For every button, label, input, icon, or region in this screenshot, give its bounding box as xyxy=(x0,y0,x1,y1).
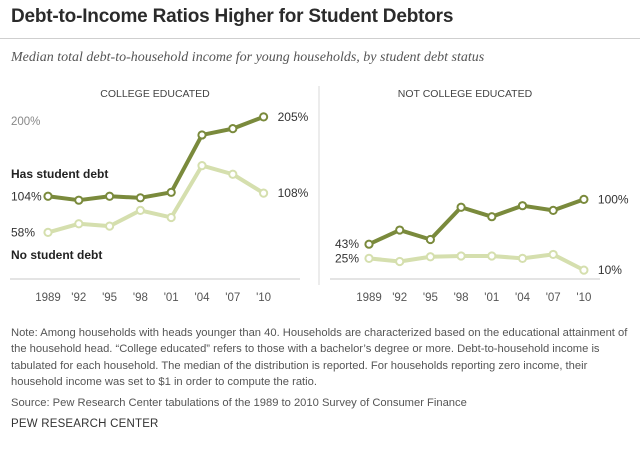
no-student-debt-point xyxy=(228,169,238,179)
no-student-debt-point xyxy=(487,251,497,261)
no-student-debt-point xyxy=(135,205,145,216)
has-student-debt-point xyxy=(43,191,53,201)
no-student-debt-label: No student debt xyxy=(11,248,102,262)
no-student-debt-point xyxy=(197,161,207,171)
has-student-debt-start-label: 43% xyxy=(335,237,359,251)
no-student-debt-start-label: 58% xyxy=(11,225,35,239)
has-student-debt-point xyxy=(456,202,466,212)
has-student-debt-point xyxy=(228,124,238,134)
x-tick-label: '98 xyxy=(454,292,469,304)
has-student-debt-point xyxy=(517,201,528,211)
panel-title: NOT COLLEGE EDUCATED xyxy=(398,88,533,100)
no-student-debt-point xyxy=(105,221,115,231)
has-student-debt-point xyxy=(74,195,84,205)
no-student-debt-start-label: 25% xyxy=(335,251,359,265)
chart-source: Source: Pew Research Center tabulations … xyxy=(11,397,467,409)
has-student-debt-point xyxy=(487,212,497,222)
no-student-debt-point xyxy=(74,219,84,229)
x-tick-label: '01 xyxy=(164,292,179,304)
x-tick-label: '10 xyxy=(576,292,591,304)
has-student-debt-point xyxy=(364,239,374,249)
x-tick-label: '04 xyxy=(195,292,211,304)
x-tick-label: 1989 xyxy=(356,292,382,304)
has-student-debt-point xyxy=(395,225,405,235)
no-student-debt-point xyxy=(395,256,405,267)
has-student-debt-point xyxy=(425,234,435,245)
x-tick-label: '98 xyxy=(133,292,148,304)
x-tick-label: '07 xyxy=(546,292,561,304)
has-student-debt-point xyxy=(259,112,269,122)
y-tick-label: 200% xyxy=(11,116,40,128)
has-student-debt-line xyxy=(367,197,586,247)
x-tick-label: '10 xyxy=(256,292,271,304)
has-student-debt-point xyxy=(579,194,589,204)
chart-subtitle: Median total debt-to-household income fo… xyxy=(11,50,485,65)
no-student-debt-point xyxy=(364,253,374,263)
x-tick-label: '01 xyxy=(484,292,499,304)
has-student-debt-point xyxy=(135,193,145,203)
has-student-debt-point xyxy=(105,191,115,201)
no-student-debt-point xyxy=(43,227,53,238)
has-student-debt-start-label: 104% xyxy=(11,189,42,203)
no-student-debt-point xyxy=(456,251,466,261)
x-tick-label: '95 xyxy=(423,292,438,304)
no-student-debt-point xyxy=(166,212,176,223)
has-student-debt-point xyxy=(548,205,558,216)
brand-name: PEW RESEARCH CENTER xyxy=(11,418,159,430)
chart-title: Debt-to-Income Ratios Higher for Student… xyxy=(11,6,454,27)
no-student-debt-point xyxy=(425,252,435,262)
has-student-debt-label: Has student debt xyxy=(11,167,108,181)
title-divider xyxy=(0,38,640,39)
has-student-debt-point xyxy=(166,187,176,197)
no-student-debt-end-label: 10% xyxy=(598,263,622,277)
x-tick-label: '07 xyxy=(225,292,240,304)
x-tick-label: '92 xyxy=(71,292,86,304)
no-student-debt-point xyxy=(259,188,269,198)
x-tick-label: '95 xyxy=(102,292,117,304)
x-tick-label: '92 xyxy=(392,292,407,304)
chart-area: COLLEGE EDUCATED 1989 '92 '95 '98 '01 '04 '07 '1… xyxy=(10,86,629,304)
no-student-debt-line xyxy=(367,252,586,273)
has-student-debt-line xyxy=(46,114,266,203)
no-student-debt-end-label: 108% xyxy=(278,186,309,200)
has-student-debt-end-label: 100% xyxy=(598,192,629,206)
no-student-debt-line xyxy=(46,163,266,235)
x-tick-label: '04 xyxy=(515,292,531,304)
x-tick-label: 1989 xyxy=(35,292,61,304)
panel-title: COLLEGE EDUCATED xyxy=(100,88,210,100)
has-student-debt-point xyxy=(197,130,207,140)
has-student-debt-end-label: 205% xyxy=(278,110,309,124)
no-student-debt-point xyxy=(548,249,558,260)
no-student-debt-point xyxy=(517,253,528,263)
chart-note: Note: Among households with heads younge… xyxy=(11,327,628,389)
no-student-debt-point xyxy=(579,265,589,275)
